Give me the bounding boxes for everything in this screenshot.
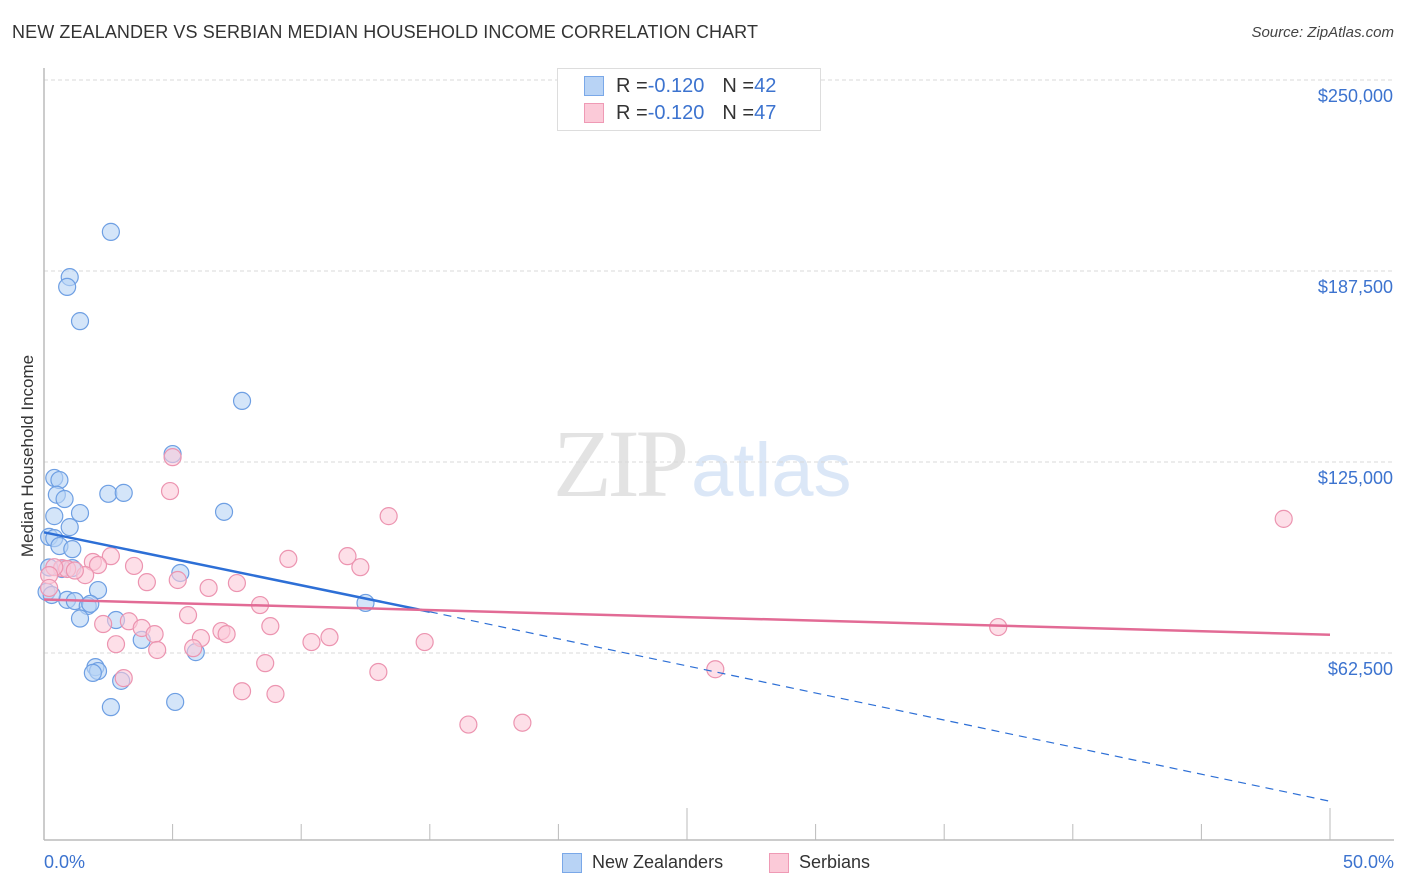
data-point[interactable] [124,556,144,576]
x-tick-0: 0.0% [44,852,86,872]
data-point[interactable] [256,654,275,673]
data-point[interactable] [88,555,108,575]
blue-swatch-icon [562,852,582,873]
data-point[interactable] [261,617,280,636]
legend-label: Serbians [799,852,871,872]
data-point[interactable] [168,570,187,590]
data-point[interactable] [94,614,113,634]
watermark-atlas: atlas [691,428,852,513]
data-point[interactable] [145,624,164,644]
data-point[interactable] [45,507,64,526]
chart-title: NEW ZEALANDER VS SERBIAN MEDIAN HOUSEHOL… [12,22,759,42]
data-point[interactable] [101,698,120,717]
data-point[interactable] [63,540,82,559]
y-tick-62500: $62,500 [1327,659,1393,679]
legend-item-new-zealanders[interactable]: New Zealanders [562,852,723,873]
data-point[interactable] [88,580,108,600]
data-point[interactable] [227,573,246,593]
data-point[interactable] [338,547,357,566]
data-point[interactable] [60,518,79,537]
data-point[interactable] [166,692,185,712]
legend-label: New Zealanders [592,852,724,872]
n-label: N = [722,74,755,97]
data-point[interactable] [114,669,133,688]
y-tick-250000: $250,000 [1317,86,1393,106]
data-point[interactable] [106,635,126,654]
trend-line-serbians [43,598,1331,636]
data-point[interactable] [70,312,90,331]
data-point[interactable] [99,484,118,503]
data-point[interactable] [101,547,120,566]
data-point[interactable] [217,624,236,644]
source-attribution: Source: ZipAtlas.com [1251,24,1394,41]
data-point[interactable] [232,682,252,701]
data-point[interactable] [65,561,84,580]
y-tick-125000: $125,000 [1317,468,1393,488]
data-point[interactable] [279,549,298,569]
data-point[interactable] [513,713,532,732]
data-point[interactable] [199,578,218,598]
data-point[interactable] [114,483,133,502]
data-point[interactable] [83,663,102,683]
gridlines [44,79,1394,654]
data-point[interactable] [163,448,182,467]
data-point[interactable] [232,391,252,411]
x-tick-50: 50.0% [1342,852,1394,872]
r-label: R = [616,74,648,97]
watermark-zip: ZIP [553,410,689,517]
data-point[interactable] [351,558,370,577]
data-point[interactable] [706,660,725,679]
blue-swatch-icon [584,76,604,96]
data-point[interactable] [70,503,90,523]
data-point[interactable] [70,609,90,628]
r-value: -0.120 [647,101,705,124]
y-axis-label: Median Household Income [18,354,37,558]
data-point[interactable] [379,507,398,526]
data-point[interactable] [459,715,478,734]
data-point[interactable] [302,632,321,652]
data-point[interactable] [148,640,167,660]
data-point[interactable] [137,573,156,592]
y-tick-187500: $187,500 [1317,277,1393,297]
data-point[interactable] [40,578,59,598]
series-serbians-points [40,448,1293,734]
pink-swatch-icon [584,103,604,123]
data-point[interactable] [55,489,74,509]
data-point[interactable] [101,222,120,241]
legend-row-serbians: R = -0.120 N = 47 [584,102,776,124]
n-label: N = [722,101,755,124]
data-point[interactable] [415,632,434,652]
n-value: 47 [754,101,777,124]
data-point[interactable] [81,594,100,613]
legend-item-serbians[interactable]: Serbians [769,852,870,873]
trend-line-new-zealanders-extrapolated [429,611,1331,802]
data-point[interactable] [160,481,180,501]
data-point[interactable] [369,662,388,682]
data-point[interactable] [58,277,77,297]
trend-lines [43,531,1331,802]
pink-swatch-icon [769,852,789,873]
legend-row-new-zealanders: R = -0.120 N = 42 [584,75,776,97]
data-point[interactable] [184,639,203,658]
correlation-legend: R = -0.120 N = 42 R = -0.120 N = 47 [557,68,821,131]
axes [43,68,1394,841]
data-point[interactable] [214,502,234,521]
r-label: R = [616,101,648,124]
data-point[interactable] [266,684,285,704]
data-point[interactable] [1274,509,1293,528]
data-point[interactable] [178,606,198,625]
zipatlas-watermark: ZIPatlas [553,408,852,519]
data-point[interactable] [989,617,1008,637]
trend-line-new-zealanders [43,531,431,614]
data-point[interactable] [320,628,339,647]
r-value: -0.120 [647,74,705,97]
n-value: 42 [754,74,777,97]
